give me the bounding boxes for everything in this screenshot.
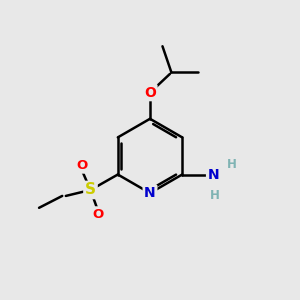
Text: S: S: [85, 182, 96, 197]
Text: H: H: [210, 189, 220, 202]
Text: O: O: [92, 208, 104, 221]
Text: O: O: [76, 159, 87, 172]
Text: N: N: [144, 186, 156, 200]
Text: O: O: [144, 85, 156, 100]
Text: N: N: [208, 167, 219, 182]
Text: H: H: [227, 158, 237, 171]
